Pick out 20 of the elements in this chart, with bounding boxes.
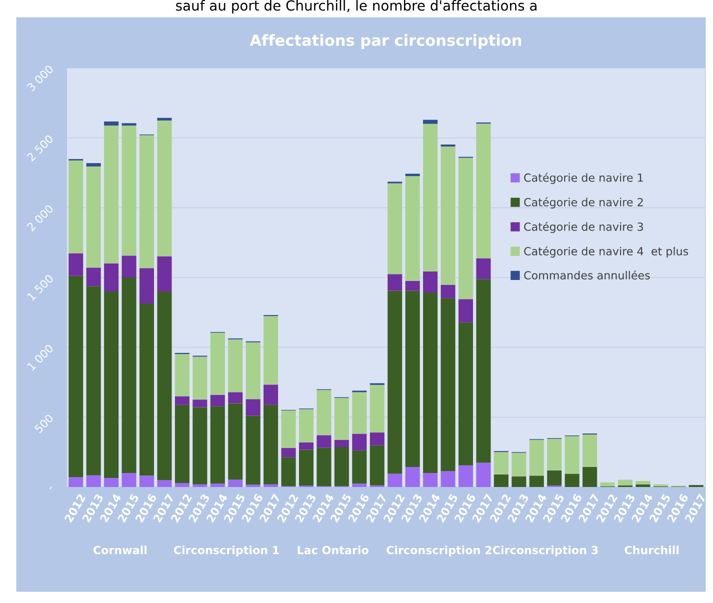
y-tick-label: - <box>49 486 52 490</box>
y-tick-label: 2 500 <box>26 134 54 162</box>
y-tick-label: 1 000 <box>26 344 54 371</box>
text: Churchill <box>624 546 679 554</box>
text: sauf au port de Churchill, le nombre d'affectations a <box>176 0 536 14</box>
legend-label: Commandes annullées <box>524 270 650 280</box>
text: Circonscription 3 <box>492 546 598 556</box>
legend-label: Catégorie de navire 1 <box>524 172 643 184</box>
y-tick-label: 1 500 <box>26 274 54 301</box>
text: Circonscription 1 <box>174 546 279 556</box>
text: Circonscription 2 <box>386 546 492 556</box>
text: Cornwall <box>93 546 147 554</box>
chart-title: Affectations par circonscription <box>250 34 522 49</box>
y-tick-label: 3 000 <box>26 64 54 92</box>
y-tick-label: 2 000 <box>26 204 54 232</box>
legend-label: Catégorie de navire 2 <box>524 197 643 209</box>
legend-label: Catégorie de navire 3 <box>524 222 643 234</box>
legend-label: Catégorie de navire 4 et plus <box>524 246 688 258</box>
text: Lac Ontario <box>298 546 368 554</box>
y-tick-label: 500 <box>34 414 54 434</box>
